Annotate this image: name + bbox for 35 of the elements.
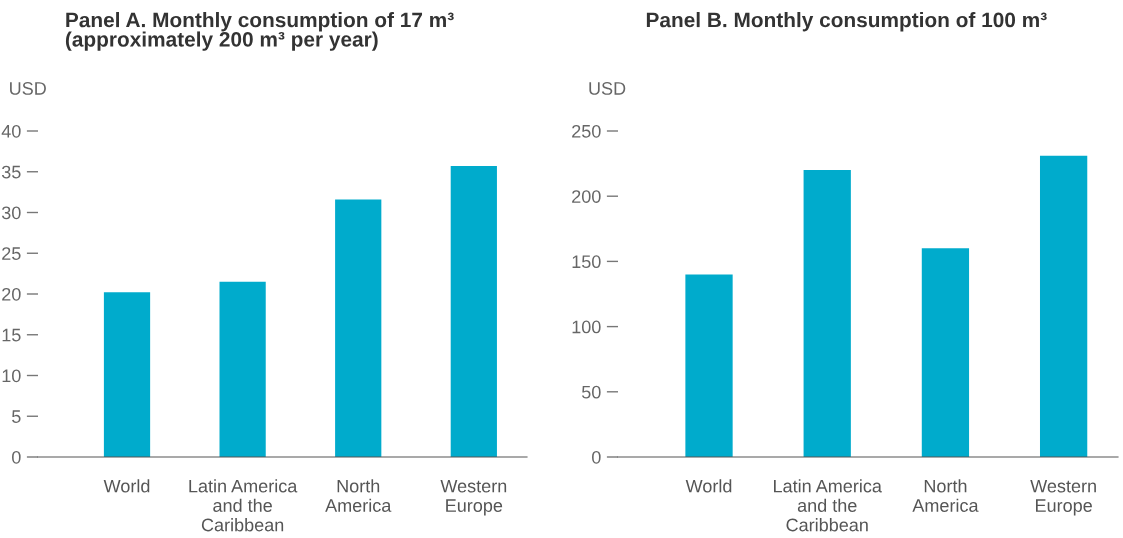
bar: [103, 292, 151, 457]
y-axis-title: USD: [589, 82, 626, 95]
y-tick-label: 15: [2, 328, 21, 342]
x-tick-label: Western Europe: [440, 479, 507, 516]
bar: [450, 166, 497, 457]
y-tick-label: 50: [581, 385, 601, 399]
bar: [685, 274, 733, 457]
y-axis-title: USD: [10, 82, 46, 95]
x-tick-label: World: [685, 479, 732, 493]
bar: [803, 170, 851, 457]
x-tick-label: North America: [325, 479, 392, 512]
bar: [335, 199, 382, 457]
y-tick-label: 200: [572, 190, 601, 203]
y-tick-label: 40: [1, 124, 21, 138]
y-tick-label: 35: [1, 165, 21, 179]
y-tick-label: 100: [572, 320, 601, 334]
chart-title: Panel B. Monthly consumption of 100 m³: [646, 12, 1047, 32]
y-tick-label: 10: [2, 369, 21, 383]
chart-title: Panel A. Monthly consumption of 17 m³ (approximately 200 m³ per year): [65, 12, 454, 51]
y-tick-label: 0: [592, 450, 601, 464]
bar: [1039, 155, 1088, 457]
y-tick-label: 30: [1, 206, 21, 220]
x-tick-label: North America: [912, 479, 979, 512]
x-tick-label: Latin America and the Caribbean: [189, 479, 298, 532]
y-tick-label: 20: [2, 287, 21, 301]
y-tick-label: 5: [12, 410, 21, 423]
x-tick-label: Latin America and the Caribbean: [774, 479, 882, 532]
bar: [921, 248, 970, 457]
x-tick-label: World: [103, 479, 150, 493]
y-tick-label: 250: [572, 124, 601, 138]
y-tick-label: 150: [572, 255, 601, 269]
y-tick-label: 25: [2, 247, 21, 260]
y-tick-label: 0: [12, 450, 21, 464]
bar: [219, 281, 266, 457]
x-tick-label: Western Europe: [1030, 479, 1096, 516]
